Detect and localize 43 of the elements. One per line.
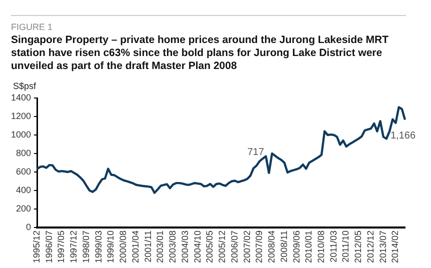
x-tick-label: 2008/04 [266, 230, 277, 264]
x-tick-label: 2011/10 [340, 230, 351, 262]
annotation: 1,166 [390, 130, 416, 142]
x-tick-label: 2004/03 [180, 230, 190, 264]
y-tick-label: 1200 [10, 110, 32, 121]
x-tick-label: 2013/07 [378, 230, 388, 264]
x-tick-label: 2000/08 [118, 230, 128, 264]
x-tick-label: 2008/11 [278, 230, 289, 262]
x-tick-label: 2001/11 [142, 230, 153, 262]
x-tick-label: 2007/09 [254, 230, 264, 264]
x-tick-label: 2003/08 [168, 230, 178, 264]
x-tick-label: 2010/01 [304, 230, 314, 264]
y-tick-label: 400 [16, 184, 32, 195]
y-tick-label: 800 [16, 148, 32, 158]
x-tick-label: 2007/02 [242, 230, 252, 264]
x-tick-label: 2006/07 [229, 230, 240, 264]
x-tick-label: 1997/12 [68, 230, 79, 264]
x-tick-label: 1995/12 [32, 230, 42, 264]
x-tick-label: 2012/05 [353, 230, 364, 264]
y-tick-label: 1000 [10, 129, 32, 140]
x-tick-label: 2009/06 [291, 230, 302, 264]
chart-subtitle: FIGURE 1 [11, 22, 54, 32]
x-tick-label: 1997/05 [56, 230, 66, 264]
x-tick-label: 1999/10 [106, 230, 116, 264]
x-tick-label: 2012/12 [365, 230, 376, 264]
x-tick-label: 1998/07 [80, 230, 91, 264]
chart-title: Singapore Property – private home prices around the Jurong Lakeside MRT station have risen c63% since the bold plans for Jurong Lake District were unveiled as part of the draft Master Plan 2008 [11, 34, 390, 73]
y-tick-label: 200 [16, 203, 32, 214]
x-tick-label: 2003/01 [155, 230, 166, 264]
y-tick-label: 0 [26, 222, 32, 232]
x-tick-label: 2010/08 [316, 230, 326, 264]
x-tick-label: 2011/03 [328, 230, 338, 262]
x-tick-label: 1996/07 [44, 230, 54, 264]
x-tick-label: 2014/02 [390, 230, 400, 264]
y-tick-label: 600 [16, 166, 32, 176]
y-tick-label: 1400 [10, 92, 32, 102]
y-axis-title: S$psf [13, 81, 36, 91]
x-tick-label: 2005/05 [204, 230, 215, 264]
annotation: 717 [247, 146, 264, 158]
x-tick-label: 1999/03 [93, 230, 104, 264]
x-tick-label: 2005/12 [217, 230, 228, 264]
x-tick-label: 2001/04 [130, 230, 140, 264]
x-tick-label: 2004/10 [192, 230, 202, 264]
